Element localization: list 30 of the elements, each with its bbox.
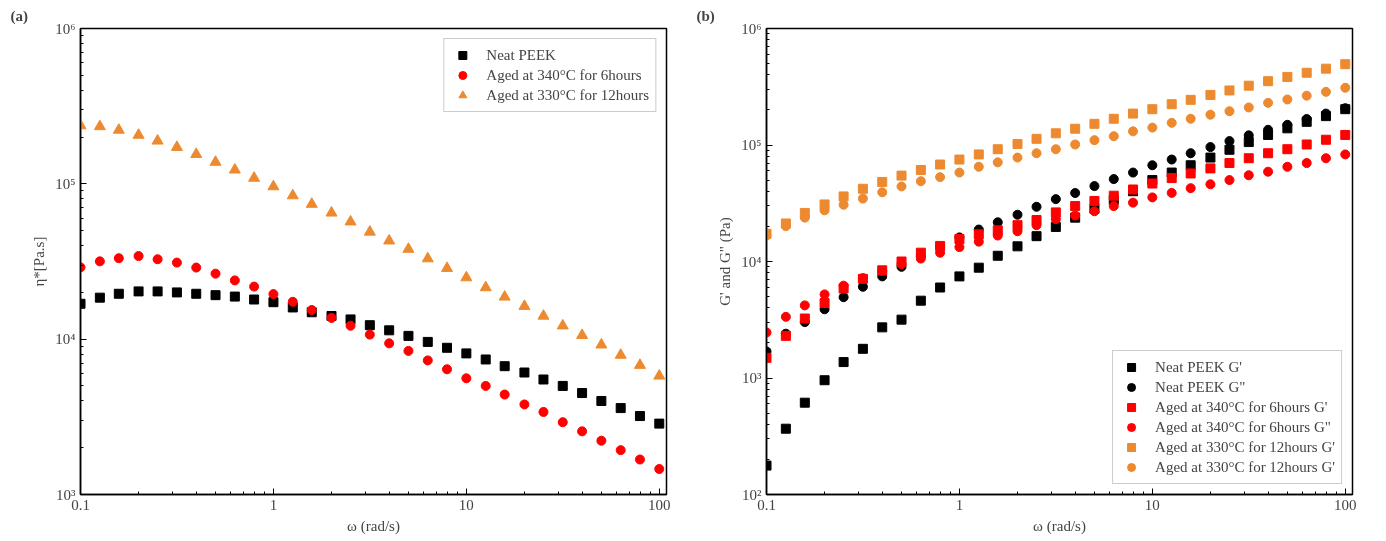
legend-label: Aged at 330°C for 12hours: [486, 86, 649, 104]
y-tick-label: 10⁵: [741, 137, 762, 153]
legend-label: Neat PEEK G": [1155, 378, 1246, 396]
y-tick-label: 10⁶: [741, 20, 762, 37]
y-tick-label: 10⁴: [741, 253, 762, 270]
chart-title: (a): [10, 7, 28, 25]
y-axis-title: G' and G" (Pa): [717, 217, 735, 306]
legend-label: Aged at 340°C for 6hours: [486, 66, 642, 84]
legend-label: Neat PEEK: [486, 46, 556, 64]
x-tick-label: 1: [269, 496, 278, 513]
x-tick-label: 100: [648, 496, 671, 513]
legend-label: Neat PEEK G': [1155, 358, 1242, 376]
legend-label: Aged at 340°C for 6hours G': [1155, 398, 1328, 416]
x-tick-label: 0.1: [757, 496, 776, 513]
x-tick-label: 0.1: [71, 496, 90, 513]
y-axis-title: η*[Pa.s]: [31, 236, 48, 287]
y-tick-label: 10⁴: [55, 331, 76, 348]
x-tick-label: 100: [1334, 496, 1357, 513]
y-tick-label: 10³: [742, 370, 762, 386]
legend-label: Aged at 340°C for 6hours G": [1155, 418, 1331, 436]
x-tick-label: 1: [955, 496, 964, 513]
x-axis-title: ω (rad/s): [347, 517, 400, 535]
x-tick-label: 10: [458, 496, 474, 513]
y-tick-label: 10⁵: [55, 175, 76, 192]
chart-title: (b): [696, 7, 715, 25]
legend-label: Aged at 330°C for 12hours G': [1155, 438, 1335, 456]
x-tick-label: 10: [1144, 496, 1160, 513]
x-axis-title: ω (rad/s): [1033, 517, 1086, 535]
legend-label: Aged at 330°C for 12hours G': [1155, 458, 1335, 476]
y-tick-label: 10⁶: [55, 20, 76, 37]
